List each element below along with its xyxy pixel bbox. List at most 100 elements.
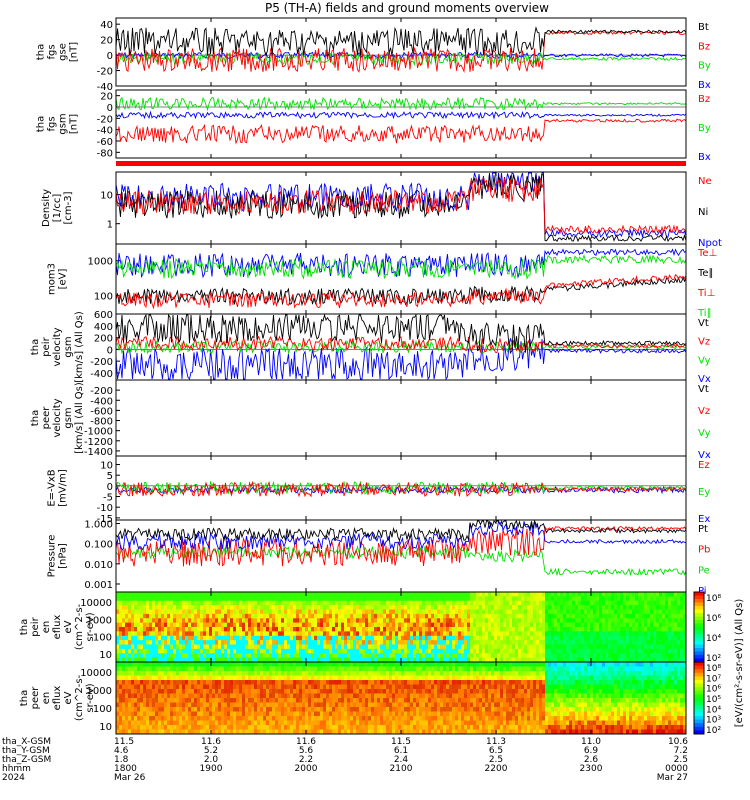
spectrogram-cell — [416, 605, 419, 610]
spectrogram-cell — [245, 622, 248, 628]
spectrogram-cell — [365, 596, 368, 602]
spectrogram-cell — [185, 662, 188, 667]
spectrogram-cell — [365, 711, 368, 717]
spectrogram-cell — [383, 596, 386, 602]
spectrogram-cell — [338, 707, 341, 712]
spectrogram-cell — [323, 648, 326, 654]
spectrogram-cell — [185, 592, 188, 597]
spectrogram-cell — [218, 716, 221, 721]
spectrogram-cell — [242, 684, 245, 690]
spectrogram-cell — [260, 648, 263, 654]
spectrogram-cell — [251, 613, 254, 619]
spectrogram-cell — [446, 644, 449, 650]
spectrogram-cell — [476, 609, 479, 615]
spectrogram-cell — [593, 640, 596, 645]
spectrogram-cell — [377, 666, 380, 672]
spectrogram-cell — [296, 729, 299, 735]
spectrogram-cell — [428, 640, 431, 645]
spectrogram-cell — [632, 596, 635, 602]
spectrogram-cell — [269, 613, 272, 619]
spectrogram-cell — [572, 618, 575, 624]
spectrogram-cell — [236, 622, 239, 628]
spectrogram-cell — [521, 605, 524, 610]
spectrogram-cell — [230, 662, 233, 667]
spectrogram-cell — [398, 711, 401, 717]
spectrogram-cell — [335, 627, 338, 632]
spectrogram-cell — [224, 729, 227, 735]
spectrogram-cell — [290, 640, 293, 645]
spectrogram-cell — [272, 653, 275, 659]
spectrogram-cell — [269, 644, 272, 650]
spectrogram-cell — [302, 725, 305, 730]
spectrogram-cell — [500, 648, 503, 654]
spectrogram-cell — [614, 644, 617, 650]
spectrogram-cell — [599, 613, 602, 619]
spectrogram-cell — [380, 613, 383, 619]
spectrogram-cell — [599, 648, 602, 654]
spectrogram-cell — [191, 689, 194, 694]
spectrogram-cell — [557, 605, 560, 610]
spectrogram-cell — [122, 675, 125, 681]
spectrogram-cell — [356, 609, 359, 615]
spectrogram-cell — [314, 684, 317, 690]
spectrogram-cell — [395, 725, 398, 730]
series-fgs-gse — [115, 30, 687, 74]
spectrogram-cell — [404, 613, 407, 619]
spectrogram-cell — [131, 631, 134, 637]
spectrogram-cell — [188, 698, 191, 703]
spectrogram-cell — [413, 600, 416, 606]
spectrogram-cell — [212, 698, 215, 703]
spectrogram-cell — [215, 720, 218, 726]
spectrogram-cell — [434, 653, 437, 659]
spectrogram-cell — [542, 631, 545, 637]
spectrogram-cell — [260, 671, 263, 676]
spectrogram-cell — [581, 613, 584, 619]
spectrogram-cell — [386, 644, 389, 650]
spectrogram-cell — [323, 711, 326, 717]
legend-item: By — [698, 61, 711, 72]
ylabel-line: eflux — [52, 615, 63, 640]
spectrogram-cell — [665, 635, 668, 641]
spectrogram-cell — [239, 684, 242, 690]
spectrogram-cell — [497, 648, 500, 654]
spectrogram-cell — [320, 729, 323, 735]
spectrogram-cell — [428, 592, 431, 597]
spectrogram-cell — [419, 596, 422, 602]
spectrogram-cell — [299, 605, 302, 610]
spectrogram-cell — [296, 716, 299, 721]
spectrogram-cell — [284, 725, 287, 730]
spectrogram-cell — [323, 671, 326, 676]
spectrogram-cell — [257, 675, 260, 681]
spectrogram-cell — [389, 689, 392, 694]
spectrogram-cell — [623, 657, 626, 663]
spectrogram-cell — [164, 716, 167, 721]
spectrogram-cell — [530, 605, 533, 610]
spectrogram-cell — [575, 627, 578, 632]
spectrogram-cell — [254, 702, 257, 708]
spectrogram-cell — [668, 653, 671, 659]
spectrogram-cell — [239, 729, 242, 735]
spectrogram-cell — [284, 609, 287, 615]
spectrogram-cell — [275, 596, 278, 602]
spectrogram-cell — [389, 725, 392, 730]
spectrogram-cell — [245, 605, 248, 610]
spectrogram-cell — [152, 609, 155, 615]
spectrogram-cell — [401, 711, 404, 717]
spectrogram-cell — [338, 605, 341, 610]
spectrogram-cell — [128, 600, 131, 606]
spectrogram-cell — [209, 596, 212, 602]
spectrogram-cell — [203, 662, 206, 667]
spectrogram-cell — [362, 720, 365, 726]
spectrogram-cell — [227, 627, 230, 632]
spectrogram-cell — [680, 605, 683, 610]
spectrogram-cell — [356, 635, 359, 641]
spectrogram-cell — [161, 675, 164, 681]
spectrogram-cell — [365, 702, 368, 708]
spectrogram-cell — [485, 613, 488, 619]
spectrogram-cell — [533, 648, 536, 654]
spectrogram-cell — [317, 644, 320, 650]
spectrogram-cell — [395, 640, 398, 645]
spectrogram-cell — [323, 716, 326, 721]
spectrogram-cell — [350, 729, 353, 735]
spectrogram-cell — [293, 689, 296, 694]
